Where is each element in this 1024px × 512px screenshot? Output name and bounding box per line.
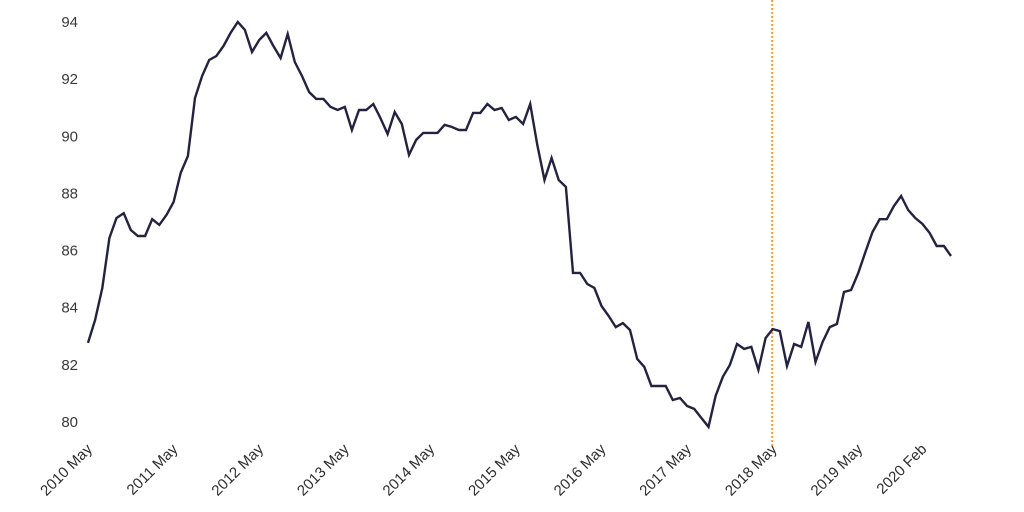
data-series-line [86,20,952,430]
y-tick-label: 80 [61,414,78,431]
x-tick-label: 2018 May [722,440,781,499]
y-axis-ticks: 80 82 84 86 88 90 92 94 [61,14,78,431]
y-tick-label: 90 [61,128,78,145]
y-tick-label: 86 [61,243,78,260]
y-tick-label: 82 [61,357,78,374]
x-tick-label: 2019 May [808,440,867,499]
x-tick-label: 2010 May [37,440,96,499]
x-tick-label: 2012 May [208,440,267,499]
x-tick-label: 2011 May [124,440,182,498]
y-tick-label: 94 [61,14,78,31]
x-tick-label: 2014 May [380,440,439,499]
x-tick-label: 2016 May [551,440,610,499]
x-tick-label: 2013 May [294,440,353,499]
x-tick-label: 2017 May [636,440,695,499]
y-tick-label: 92 [61,71,78,88]
x-tick-label: 2020 Feb [873,441,930,498]
y-tick-label: 84 [61,300,78,317]
x-tick-label: 2015 May [465,440,524,499]
y-tick-label: 88 [61,185,78,202]
x-axis-ticks: 2010 May 2011 May 2012 May 2013 May 2014 May… [37,440,930,499]
